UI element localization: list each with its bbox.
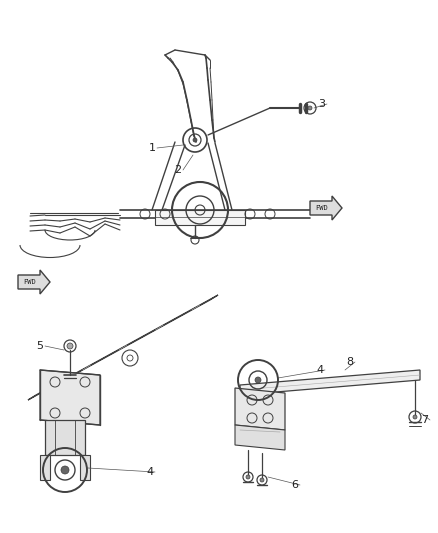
- Text: 4: 4: [316, 365, 324, 375]
- Text: 7: 7: [421, 415, 428, 425]
- Text: 3: 3: [318, 99, 325, 109]
- Text: 5: 5: [36, 341, 43, 351]
- Polygon shape: [18, 270, 50, 294]
- Text: 8: 8: [346, 357, 353, 367]
- Polygon shape: [40, 370, 100, 425]
- Text: 4: 4: [146, 467, 154, 477]
- Text: 2: 2: [174, 165, 182, 175]
- Polygon shape: [310, 196, 342, 220]
- Polygon shape: [240, 370, 420, 395]
- Polygon shape: [45, 420, 85, 455]
- Circle shape: [255, 377, 261, 383]
- Polygon shape: [235, 388, 285, 430]
- Text: 1: 1: [148, 143, 155, 153]
- Polygon shape: [155, 210, 245, 225]
- Polygon shape: [28, 295, 218, 400]
- Circle shape: [67, 343, 73, 349]
- Circle shape: [413, 415, 417, 419]
- Circle shape: [260, 478, 264, 482]
- Text: FWD: FWD: [24, 279, 36, 285]
- Polygon shape: [80, 455, 90, 480]
- Circle shape: [61, 466, 69, 474]
- Polygon shape: [40, 455, 50, 480]
- Circle shape: [308, 106, 312, 110]
- Circle shape: [193, 138, 197, 142]
- Text: 6: 6: [292, 480, 299, 490]
- Circle shape: [246, 475, 250, 479]
- Text: FWD: FWD: [316, 205, 328, 211]
- Polygon shape: [235, 425, 285, 450]
